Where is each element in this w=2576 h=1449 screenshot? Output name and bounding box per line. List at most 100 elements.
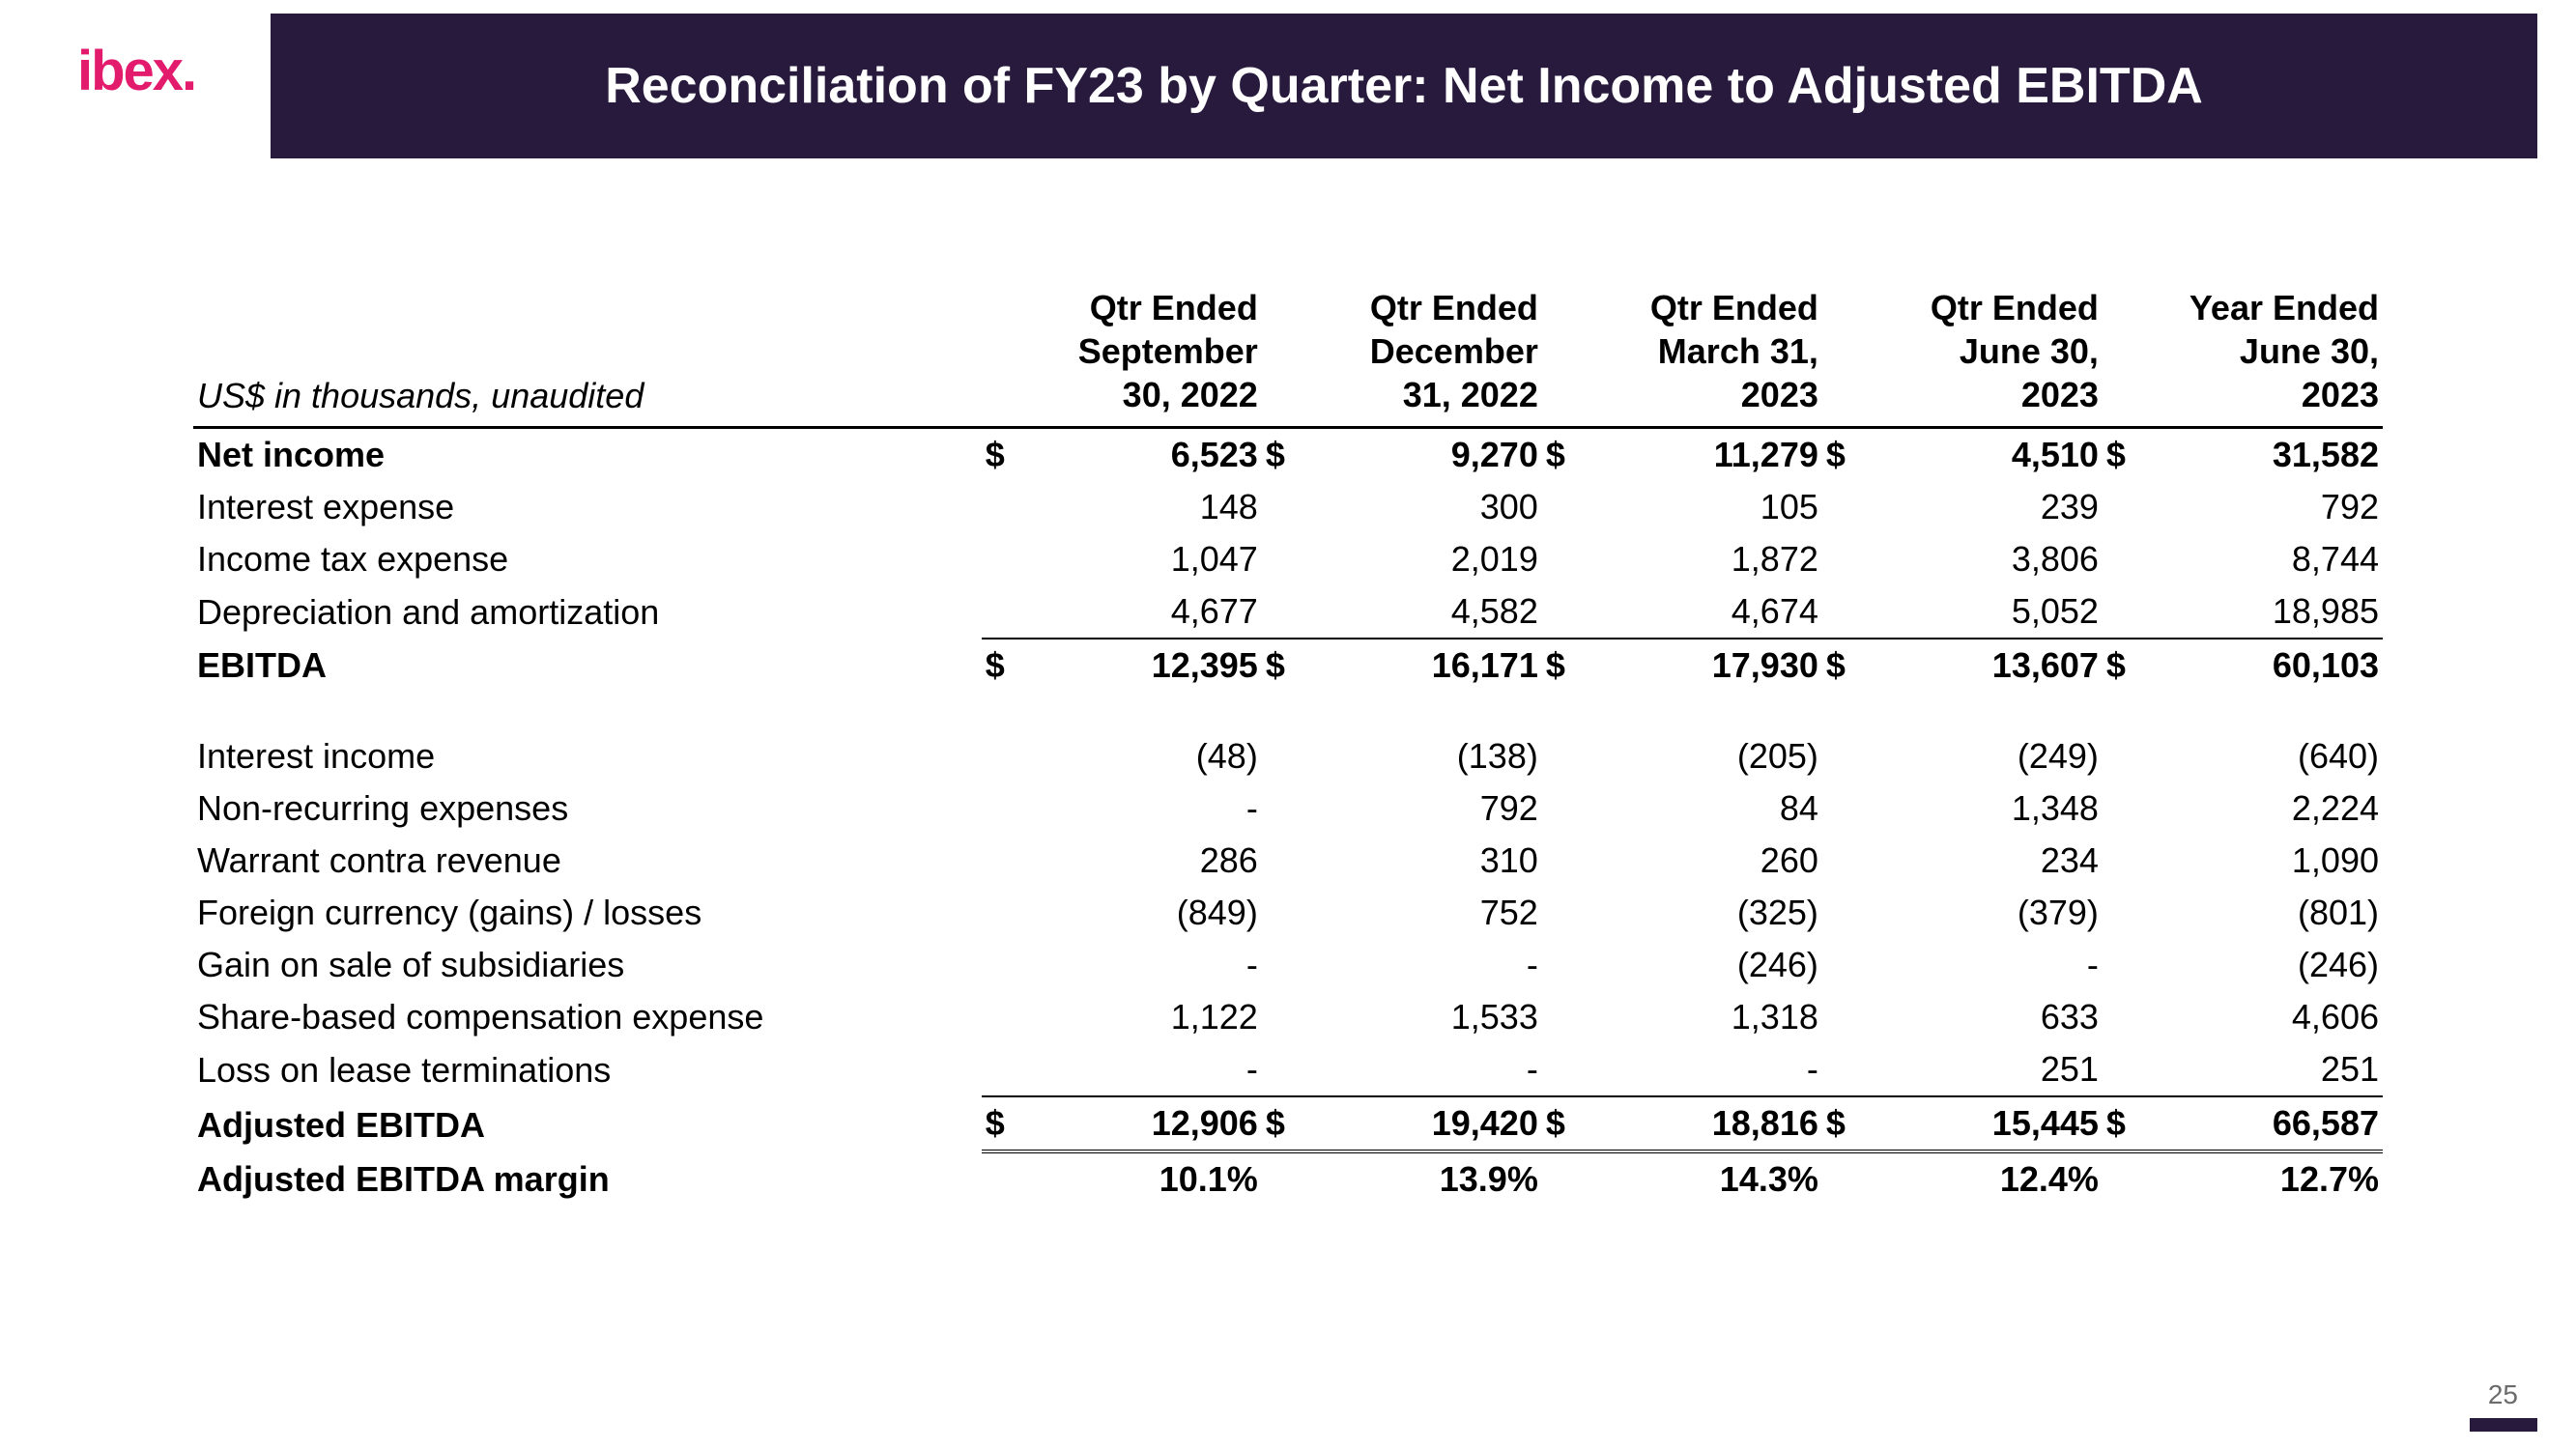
currency-symbol xyxy=(1542,730,1594,782)
cell-value: 31,582 xyxy=(2155,428,2383,482)
currency-symbol: $ xyxy=(1542,1096,1594,1151)
cell-value: (249) xyxy=(1875,730,2103,782)
cell-value: (640) xyxy=(2155,730,2383,782)
row-label: Income tax expense xyxy=(193,533,982,585)
table-row: Adjusted EBITDA$12,906$19,420$18,816$15,… xyxy=(193,1096,2383,1151)
cell-value: 260 xyxy=(1594,835,1822,887)
currency-symbol: $ xyxy=(2103,1096,2155,1151)
cell-value: 792 xyxy=(1314,782,1542,835)
currency-symbol xyxy=(1262,991,1314,1043)
cell-value: 251 xyxy=(1875,1043,2103,1096)
table-row: Depreciation and amortization4,6774,5824… xyxy=(193,585,2383,639)
currency-symbol xyxy=(982,1043,1034,1096)
table-row: Foreign currency (gains) / losses(849)75… xyxy=(193,887,2383,939)
slide: ibex. Reconciliation of FY23 by Quarter:… xyxy=(0,0,2576,1449)
currency-symbol xyxy=(1262,887,1314,939)
currency-symbol xyxy=(2103,782,2155,835)
cell-value: 12.7% xyxy=(2155,1151,2383,1206)
currency-symbol xyxy=(1822,585,1875,639)
row-label: Net income xyxy=(193,428,982,482)
cell-value: 633 xyxy=(1875,991,2103,1043)
table-row xyxy=(193,692,2383,730)
currency-symbol: $ xyxy=(1822,1096,1875,1151)
accent-bar xyxy=(2470,1418,2537,1432)
row-label: Non-recurring expenses xyxy=(193,782,982,835)
cell-value: 792 xyxy=(2155,481,2383,533)
cell-value: 286 xyxy=(1034,835,1262,887)
cell-value: (849) xyxy=(1034,887,1262,939)
col-header: Qtr Ended March 31, 2023 xyxy=(1594,280,1822,428)
table-row: Share-based compensation expense1,1221,5… xyxy=(193,991,2383,1043)
currency-symbol: $ xyxy=(2103,639,2155,692)
currency-symbol xyxy=(982,939,1034,991)
currency-symbol xyxy=(2103,887,2155,939)
cell-value: - xyxy=(1034,939,1262,991)
col-header: Year Ended June 30, 2023 xyxy=(2155,280,2383,428)
cell-value: 4,510 xyxy=(1875,428,2103,482)
currency-symbol xyxy=(982,481,1034,533)
page-number: 25 xyxy=(2488,1379,2518,1410)
cell-value: (246) xyxy=(1594,939,1822,991)
currency-symbol xyxy=(1822,991,1875,1043)
table-row: EBITDA$12,395$16,171$17,930$13,607$60,10… xyxy=(193,639,2383,692)
cell-value: 105 xyxy=(1594,481,1822,533)
cell-value: 251 xyxy=(2155,1043,2383,1096)
cell-value: - xyxy=(1314,1043,1542,1096)
currency-symbol xyxy=(1822,939,1875,991)
cell-value: 4,606 xyxy=(2155,991,2383,1043)
cell-value: (138) xyxy=(1314,730,1542,782)
cell-value: 1,348 xyxy=(1875,782,2103,835)
cell-value: 4,677 xyxy=(1034,585,1262,639)
cell-value: 1,090 xyxy=(2155,835,2383,887)
reconciliation-table: US$ in thousands, unaudited Qtr Ended Se… xyxy=(193,280,2383,1206)
cell-value: 14.3% xyxy=(1594,1151,1822,1206)
currency-symbol xyxy=(1262,939,1314,991)
currency-symbol xyxy=(1542,481,1594,533)
table-row: Interest expense148300105239792 xyxy=(193,481,2383,533)
cell-value: (246) xyxy=(2155,939,2383,991)
currency-symbol xyxy=(2103,585,2155,639)
cell-value: - xyxy=(1034,782,1262,835)
cell-value: 12,906 xyxy=(1034,1096,1262,1151)
col-header: Qtr Ended December 31, 2022 xyxy=(1314,280,1542,428)
table-row: Warrant contra revenue2863102602341,090 xyxy=(193,835,2383,887)
cell-value: 84 xyxy=(1594,782,1822,835)
cell-value: 66,587 xyxy=(2155,1096,2383,1151)
currency-symbol xyxy=(982,991,1034,1043)
currency-symbol xyxy=(1822,887,1875,939)
currency-symbol xyxy=(1542,782,1594,835)
row-label: Gain on sale of subsidiaries xyxy=(193,939,982,991)
currency-symbol xyxy=(1542,939,1594,991)
currency-symbol xyxy=(2103,835,2155,887)
currency-symbol xyxy=(2103,991,2155,1043)
row-label: Share-based compensation expense xyxy=(193,991,982,1043)
currency-symbol: $ xyxy=(1262,639,1314,692)
cell-value: 18,985 xyxy=(2155,585,2383,639)
cell-value: (205) xyxy=(1594,730,1822,782)
currency-symbol xyxy=(982,730,1034,782)
currency-symbol xyxy=(1262,533,1314,585)
currency-symbol: $ xyxy=(1262,1096,1314,1151)
currency-symbol xyxy=(1262,585,1314,639)
cell-value: 239 xyxy=(1875,481,2103,533)
row-label: EBITDA xyxy=(193,639,982,692)
currency-symbol: $ xyxy=(982,1096,1034,1151)
table-row: Gain on sale of subsidiaries--(246)-(246… xyxy=(193,939,2383,991)
currency-symbol xyxy=(1542,585,1594,639)
table-row: Income tax expense1,0472,0191,8723,8068,… xyxy=(193,533,2383,585)
cell-value: 17,930 xyxy=(1594,639,1822,692)
currency-symbol xyxy=(1542,991,1594,1043)
cell-value: 12,395 xyxy=(1034,639,1262,692)
currency-symbol: $ xyxy=(1262,428,1314,482)
cell-value: - xyxy=(1314,939,1542,991)
currency-symbol xyxy=(982,1151,1034,1206)
cell-value: 1,047 xyxy=(1034,533,1262,585)
cell-value: 10.1% xyxy=(1034,1151,1262,1206)
cell-value: (48) xyxy=(1034,730,1262,782)
currency-symbol xyxy=(1542,1043,1594,1096)
cell-value: (801) xyxy=(2155,887,2383,939)
cell-value: - xyxy=(1594,1043,1822,1096)
cell-value: 12.4% xyxy=(1875,1151,2103,1206)
row-label: Depreciation and amortization xyxy=(193,585,982,639)
currency-symbol xyxy=(1822,730,1875,782)
